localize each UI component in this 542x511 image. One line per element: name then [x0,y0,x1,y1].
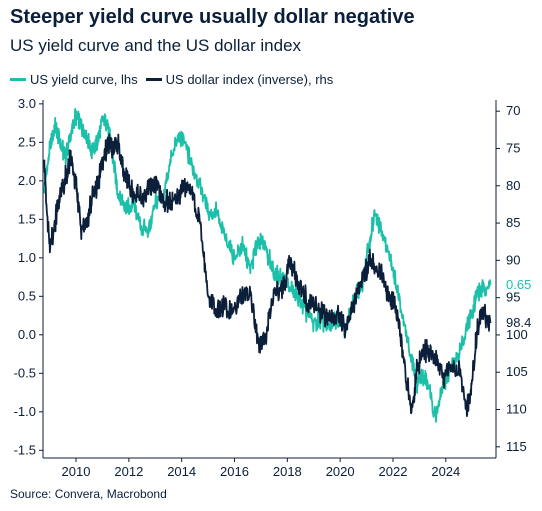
y-left-tick-label: -0.5 [14,365,36,380]
y-left-tick-label: 0.5 [18,288,36,303]
y-left-tick-label: 0.0 [18,327,36,342]
x-tick-label: 2010 [62,464,91,479]
y-left-tick-label: 2.0 [18,173,36,188]
axes: 3.0 2.5 2.0 1.5 1.0 0.5 0.0 -0.5 -1.0 -1.5 70 75 80 8… [14,96,528,479]
x-tick-label: 2018 [273,464,302,479]
x-tick-label: 2016 [220,464,249,479]
y-right-tick-label: 95 [506,290,520,305]
legend-label-yield: US yield curve, lhs [30,72,138,87]
x-tick-label: 2020 [326,464,355,479]
end-label-yield: 0.65 [506,277,531,292]
legend: US yield curve, lhs US dollar index (inv… [10,72,341,87]
y-right-tick-label: 100 [506,327,528,342]
y-right-tick-label: 110 [506,402,527,417]
chart-subtitle: US yield curve and the US dollar index [10,36,302,55]
y-right-tick-label: 80 [506,178,520,193]
x-tick-label: 2022 [379,464,408,479]
end-label-dollar: 98.4 [506,315,531,330]
end-labels: 0.65 98.4 [506,277,531,330]
legend-item-yield: US yield curve, lhs [10,72,138,87]
series-lines [43,108,492,423]
y-left-tick-label: 2.5 [18,134,36,149]
legend-label-dollar: US dollar index (inverse), rhs [165,72,334,87]
y-left-tick-label: 1.0 [18,250,36,265]
x-tick-label: 2024 [431,464,460,479]
source-note: Source: Convera, Macrobond [10,487,167,501]
y-right-tick-label: 70 [506,103,520,118]
y-left-tick-label: -1.5 [14,442,36,457]
legend-swatch-yield [10,78,26,81]
y-right-tick-label: 115 [506,439,527,454]
y-left-tick-label: -1.0 [14,404,36,419]
series-line-dollar-index [43,133,492,417]
legend-swatch-dollar [145,78,162,81]
legend-item-dollar: US dollar index (inverse), rhs [145,72,334,87]
y-right-tick-label: 85 [506,215,520,230]
y-right-tick-label: 105 [506,364,528,379]
y-left-tick-label: 3.0 [18,96,36,111]
chart-title: Steeper yield curve usually dollar negat… [10,6,415,28]
y-right-tick-label: 75 [506,140,520,155]
y-left-tick-label: 1.5 [18,211,36,226]
series-line-yield-curve [43,108,492,423]
x-tick-label: 2014 [167,464,196,479]
x-tick-label: 2012 [114,464,143,479]
y-right-tick-label: 90 [506,252,520,267]
